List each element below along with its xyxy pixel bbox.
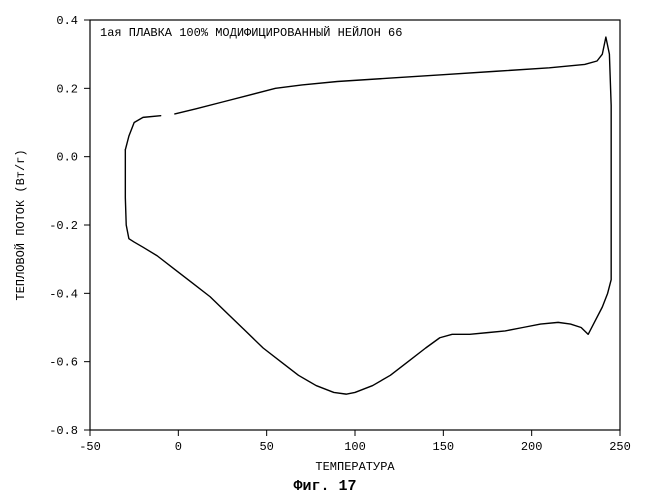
svg-text:-0.8: -0.8 — [49, 424, 78, 438]
chart-svg: -50 0 50 100 150 200 250 -0.8 -0.6 -0.4 -0.2 0.0 0.2… — [0, 0, 650, 500]
svg-text:100: 100 — [344, 440, 366, 454]
svg-text:0.0: 0.0 — [56, 151, 78, 165]
dsc-chart: -50 0 50 100 150 200 250 -0.8 -0.6 -0.4 -0.2 0.0 0.2… — [0, 0, 650, 500]
x-axis-label: ТЕМПЕРАТУРА — [315, 460, 395, 474]
svg-text:0.2: 0.2 — [56, 82, 78, 96]
svg-text:150: 150 — [433, 440, 455, 454]
svg-text:-0.6: -0.6 — [49, 356, 78, 370]
svg-text:250: 250 — [609, 440, 631, 454]
svg-text:200: 200 — [521, 440, 543, 454]
figure-caption: Фиг. 17 — [293, 478, 356, 495]
chart-title: 1ая ПЛАВКА 100% МОДИФИЦИРОВАННЫЙ НЕЙЛОН … — [100, 25, 402, 40]
svg-text:0: 0 — [175, 440, 182, 454]
svg-text:-0.2: -0.2 — [49, 219, 78, 233]
svg-text:0.4: 0.4 — [56, 14, 78, 28]
svg-text:-50: -50 — [79, 440, 101, 454]
svg-text:50: 50 — [259, 440, 273, 454]
y-axis-label: ТЕПЛОВОЙ ПОТОК (Вт/г) — [13, 149, 28, 300]
svg-text:-0.4: -0.4 — [49, 287, 78, 301]
